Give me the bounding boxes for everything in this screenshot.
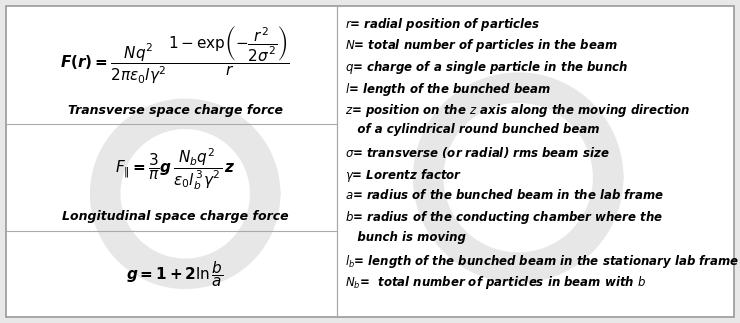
Text: $z$= position on the $z$ axis along the moving direction: $z$= position on the $z$ axis along the …	[345, 102, 690, 119]
Text: $N$= total number of particles in the beam: $N$= total number of particles in the be…	[345, 37, 617, 55]
Text: Longitudinal space charge force: Longitudinal space charge force	[61, 211, 289, 224]
Text: $l$= length of the bunched beam: $l$= length of the bunched beam	[345, 80, 551, 98]
FancyBboxPatch shape	[6, 6, 734, 317]
Text: $\boldsymbol{g = 1 + 2\ln\dfrac{b}{a}}$: $\boldsymbol{g = 1 + 2\ln\dfrac{b}{a}}$	[127, 259, 224, 289]
Text: $\sigma$= transverse (or radial) rms beam size: $\sigma$= transverse (or radial) rms bea…	[345, 145, 609, 160]
Text: $N_b$=  total number of particles in beam with $b$: $N_b$= total number of particles in beam…	[345, 274, 646, 291]
Text: $a$= radius of the bunched beam in the lab frame: $a$= radius of the bunched beam in the l…	[345, 188, 664, 202]
Text: $\gamma$= Lorentz factor: $\gamma$= Lorentz factor	[345, 166, 462, 183]
Text: $l_b$= length of the bunched beam in the stationary lab frame: $l_b$= length of the bunched beam in the…	[345, 253, 739, 269]
Text: $b$= radius of the conducting chamber where the: $b$= radius of the conducting chamber wh…	[345, 210, 663, 226]
Text: of a cylindrical round bunched beam: of a cylindrical round bunched beam	[345, 123, 599, 137]
Text: $\boldsymbol{F_{\|} = \dfrac{3}{\pi}g\,\dfrac{N_b q^2}{\epsilon_0 l_b^{\,3}\gamm: $\boldsymbol{F_{\|} = \dfrac{3}{\pi}g\,\…	[115, 147, 235, 193]
Text: Transverse space charge force: Transverse space charge force	[67, 104, 283, 117]
Text: $\boldsymbol{F(r) = \dfrac{Nq^2}{2\pi\varepsilon_0 l\gamma^2}\dfrac{1 - \exp\!\l: $\boldsymbol{F(r) = \dfrac{Nq^2}{2\pi\va…	[60, 25, 290, 86]
Text: $r$= radial position of particles: $r$= radial position of particles	[345, 16, 540, 33]
Text: bunch is moving: bunch is moving	[345, 231, 465, 244]
Text: $q$= charge of a single particle in the bunch: $q$= charge of a single particle in the …	[345, 59, 628, 76]
